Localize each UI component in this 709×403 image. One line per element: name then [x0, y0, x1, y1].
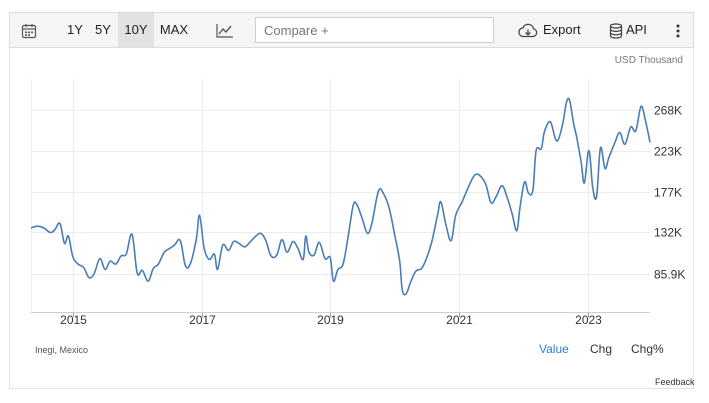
y-tick-label: 85.9K: [654, 268, 685, 282]
line-chart-icon[interactable]: [214, 13, 236, 47]
api-button[interactable]: API: [602, 13, 654, 47]
export-label: Export: [543, 22, 581, 37]
api-label: API: [625, 22, 647, 37]
tab-chg[interactable]: Chg: [590, 342, 613, 356]
y-tick-label: 177K: [654, 186, 682, 200]
toolbar: 1Y 5Y 10Y MAX Export API: [9, 12, 694, 48]
x-tick-label: 2017: [189, 313, 216, 327]
export-button[interactable]: Export: [515, 13, 583, 47]
tab-chg-percent[interactable]: Chg%: [631, 342, 664, 356]
y-tick-label: 132K: [654, 226, 682, 240]
more-vertical-icon[interactable]: [668, 13, 688, 47]
unit-label: USD Thousand: [614, 55, 683, 66]
compare-input[interactable]: [255, 17, 494, 43]
tab-value[interactable]: Value: [539, 342, 569, 356]
range-max-button[interactable]: MAX: [159, 22, 189, 37]
x-tick-label: 2023: [575, 313, 602, 327]
range-1y-button[interactable]: 1Y: [67, 22, 83, 37]
database-icon: [609, 22, 626, 39]
source-label: Inegi, Mexico: [35, 345, 89, 355]
y-tick-label: 268K: [654, 104, 682, 118]
range-5y-button[interactable]: 5Y: [95, 22, 111, 37]
calendar-icon[interactable]: [20, 13, 38, 47]
y-tick-label: 223K: [654, 145, 682, 159]
x-tick-label: 2021: [446, 313, 473, 327]
feedback-link[interactable]: Feedback: [655, 377, 695, 387]
series-line: [30, 97, 651, 296]
range-10y-button[interactable]: 10Y: [118, 13, 154, 47]
x-tick-label: 2019: [317, 313, 344, 327]
cloud-download-icon: [517, 22, 543, 37]
x-tick-label: 2015: [60, 313, 87, 327]
